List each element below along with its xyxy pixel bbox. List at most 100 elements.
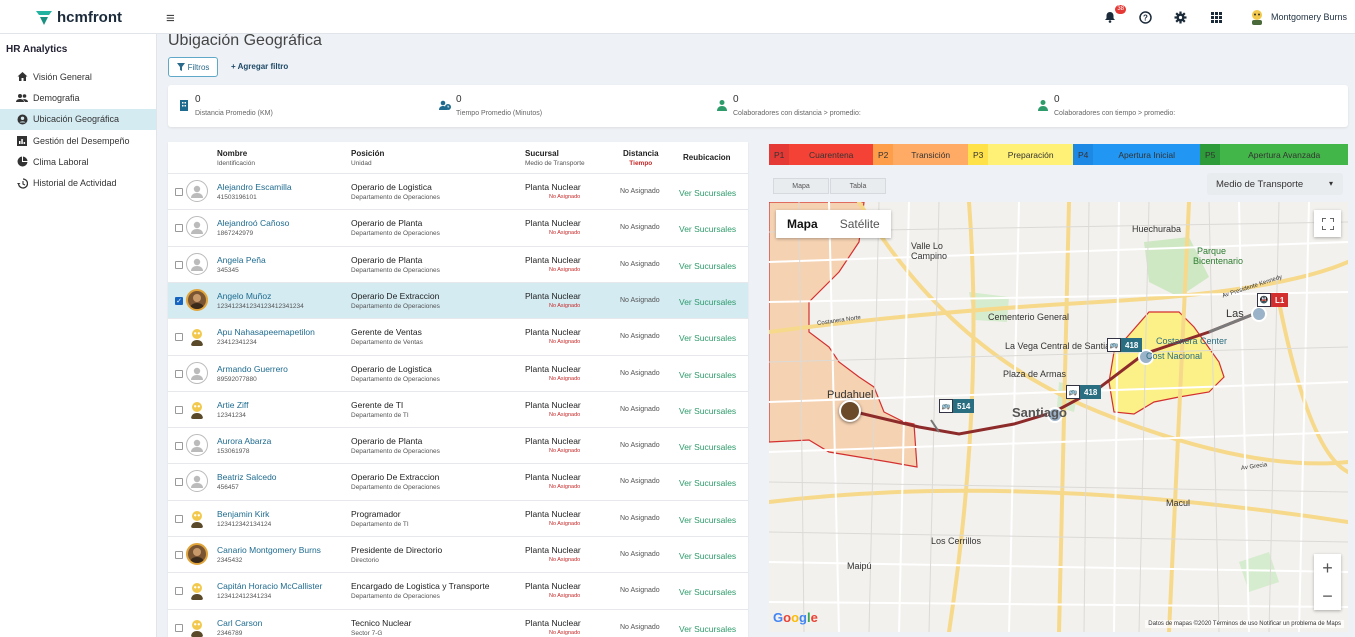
- user-menu[interactable]: Montgomery Burns: [1249, 9, 1347, 25]
- apps-grid-icon[interactable]: [1208, 9, 1224, 25]
- employee-name[interactable]: Angela Peña: [217, 254, 266, 265]
- map-attribution[interactable]: Datos de mapas ©2020 Términos de uso Not…: [1145, 620, 1344, 628]
- map[interactable]: Mapa Satélite Huechuraba Valle Lo Campin…: [769, 202, 1348, 632]
- row-checkbox[interactable]: [175, 551, 183, 559]
- employee-name[interactable]: Angelo Muñoz: [217, 290, 272, 301]
- row-checkbox[interactable]: [175, 369, 183, 378]
- table-row[interactable]: Aurora Abarza 153061978 Operario de Planta…: [168, 427, 748, 463]
- view-branches-link[interactable]: Ver Sucursales: [679, 623, 737, 634]
- sidebar-item-historial-actividad[interactable]: Historial de Actividad: [0, 172, 156, 193]
- fullscreen-icon[interactable]: [1314, 210, 1341, 237]
- row-checkbox[interactable]: [175, 623, 183, 632]
- bell-icon[interactable]: 38: [1102, 5, 1126, 25]
- table-row[interactable]: Canario Montgomery Burns 2345432 President…: [168, 536, 748, 572]
- bus-marker[interactable]: 🚌 514: [939, 399, 975, 413]
- table-row[interactable]: Carl Carson 2346789 Tecnico Nuclear Sector …: [168, 608, 748, 637]
- row-checkbox[interactable]: [175, 333, 183, 342]
- view-branches-link[interactable]: Ver Sucursales: [679, 260, 737, 271]
- tab-table[interactable]: Tabla: [830, 178, 886, 194]
- avatar: [186, 288, 208, 311]
- table-row[interactable]: Artie Ziff 12341234 Gerente de TI Departame…: [168, 390, 748, 427]
- table-row[interactable]: Benjamin Kirk 123412342134124 Programador D…: [168, 499, 748, 536]
- view-branches-link[interactable]: Ver Sucursales: [679, 405, 737, 416]
- map-type-satellite[interactable]: Satélite: [839, 217, 880, 231]
- table-row[interactable]: ✓ Angelo Muñoz 123412341234123412341234 Ope…: [168, 281, 748, 319]
- table-row[interactable]: Angela Peña 345345 Operario de Planta Depar…: [168, 245, 748, 282]
- employee-name[interactable]: Canario Montgomery Burns: [217, 545, 321, 555]
- employee-name[interactable]: Alejandro Escamilla: [217, 182, 292, 192]
- employee-position: Operario de Logistica: [351, 182, 432, 192]
- bus-icon: 🚌: [1066, 385, 1080, 399]
- metro-marker[interactable]: 🚇 L1: [1257, 293, 1289, 307]
- view-branches-link[interactable]: Ver Sucursales: [679, 224, 737, 235]
- row-checkbox[interactable]: [175, 260, 183, 269]
- employee-distance: No Asignado: [620, 587, 660, 595]
- employee-branch: Planta Nuclear: [525, 290, 581, 301]
- header-relocation[interactable]: Reubicacion: [683, 153, 731, 162]
- row-checkbox[interactable]: [175, 188, 183, 196]
- sidebar-item-vision-general[interactable]: Visión General: [0, 66, 156, 87]
- sidebar-item-gestion-desempeno[interactable]: Gestión del Desempeño: [0, 130, 156, 151]
- employee-name[interactable]: Aurora Abarza: [217, 436, 272, 447]
- table-row[interactable]: Capitán Horacio McCallister 1234124123412…: [168, 572, 748, 608]
- table-row[interactable]: Alejandro Escamilla 41503196101 Operario d…: [168, 173, 748, 209]
- view-branches-link[interactable]: Ver Sucursales: [679, 514, 737, 525]
- employee-transport: No Asignado: [549, 194, 581, 200]
- view-branches-link[interactable]: Ver Sucursales: [679, 587, 737, 598]
- table-row[interactable]: Armando Guerrero 89592077880 Operario de L…: [168, 354, 748, 391]
- header-name[interactable]: Nombre Identificación: [217, 149, 255, 169]
- view-branches-link[interactable]: Ver Sucursales: [679, 188, 737, 198]
- stop-marker[interactable]: [1251, 306, 1267, 322]
- zoom-in-button[interactable]: +: [1322, 557, 1333, 578]
- row-checkbox[interactable]: [175, 224, 183, 233]
- view-branches-link[interactable]: Ver Sucursales: [679, 442, 737, 453]
- sidebar-item-demografia[interactable]: Demografia: [0, 87, 156, 108]
- hamburger-menu-icon[interactable]: ≡: [166, 10, 175, 27]
- view-branches-link[interactable]: Ver Sucursales: [679, 369, 737, 380]
- bus-marker[interactable]: 🚌 418: [1107, 338, 1143, 352]
- bus-marker[interactable]: 🚌 418: [1066, 385, 1102, 399]
- header-branch[interactable]: Sucursal Medio de Transporte: [525, 149, 585, 169]
- employee-distance: No Asignado: [620, 623, 660, 631]
- stop-marker[interactable]: [1138, 349, 1154, 365]
- sidebar-item-ubicacion-geografica[interactable]: Ubicación Geográfica: [0, 108, 156, 130]
- row-checkbox[interactable]: [175, 514, 183, 523]
- employee-name[interactable]: Artie Ziff: [217, 399, 249, 410]
- employee-name[interactable]: Beatriz Salcedo: [217, 472, 277, 483]
- employee-name[interactable]: Apu Nahasapeemapetilon: [217, 327, 315, 338]
- avatar: [186, 579, 208, 601]
- transport-select[interactable]: Medio de Transporte ▾: [1207, 173, 1343, 195]
- app-logo[interactable]: hcmfront: [36, 9, 122, 26]
- employee-home-marker[interactable]: [839, 400, 861, 422]
- header-distance[interactable]: Distancia Tiempo: [623, 149, 659, 169]
- row-checkbox[interactable]: ✓: [175, 296, 183, 305]
- tab-map[interactable]: Mapa: [773, 178, 829, 194]
- row-checkbox[interactable]: [175, 405, 183, 414]
- employee-branch: Planta Nuclear: [525, 617, 581, 628]
- filters-button[interactable]: Filtros: [168, 57, 218, 77]
- workplace-marker[interactable]: [1047, 407, 1063, 423]
- row-checkbox[interactable]: [175, 587, 183, 596]
- employee-name[interactable]: Benjamin Kirk: [217, 508, 270, 519]
- table-row[interactable]: Apu Nahasapeemapetilon 23412341234 Gerente…: [168, 318, 748, 354]
- gear-icon[interactable]: [1172, 9, 1188, 25]
- help-icon[interactable]: ?: [1137, 9, 1153, 25]
- employee-name[interactable]: Armando Guerrero: [217, 363, 288, 374]
- map-label: Maipú: [847, 561, 872, 571]
- employee-name[interactable]: Alejandroó Cañoso: [217, 218, 290, 229]
- view-branches-link[interactable]: Ver Sucursales: [679, 296, 737, 307]
- employee-name[interactable]: Capitán Horacio McCallister: [217, 581, 323, 592]
- view-branches-link[interactable]: Ver Sucursales: [679, 333, 737, 344]
- row-checkbox[interactable]: [175, 442, 183, 451]
- table-row[interactable]: Beatriz Salcedo 456457 Operario De Extracc…: [168, 463, 748, 499]
- table-row[interactable]: Alejandroó Cañoso 1867242979 Operario de P…: [168, 209, 748, 245]
- sidebar-item-clima-laboral[interactable]: Clima Laboral: [0, 151, 156, 172]
- view-branches-link[interactable]: Ver Sucursales: [679, 551, 737, 561]
- employee-name[interactable]: Carl Carson: [217, 617, 263, 628]
- view-branches-link[interactable]: Ver Sucursales: [679, 478, 737, 489]
- row-checkbox[interactable]: [175, 478, 183, 487]
- map-type-map[interactable]: Mapa: [787, 217, 818, 231]
- zoom-out-button[interactable]: −: [1322, 585, 1333, 606]
- header-position[interactable]: Posición Unidad: [351, 149, 384, 169]
- add-filter-button[interactable]: + Agregar filtro: [231, 62, 289, 71]
